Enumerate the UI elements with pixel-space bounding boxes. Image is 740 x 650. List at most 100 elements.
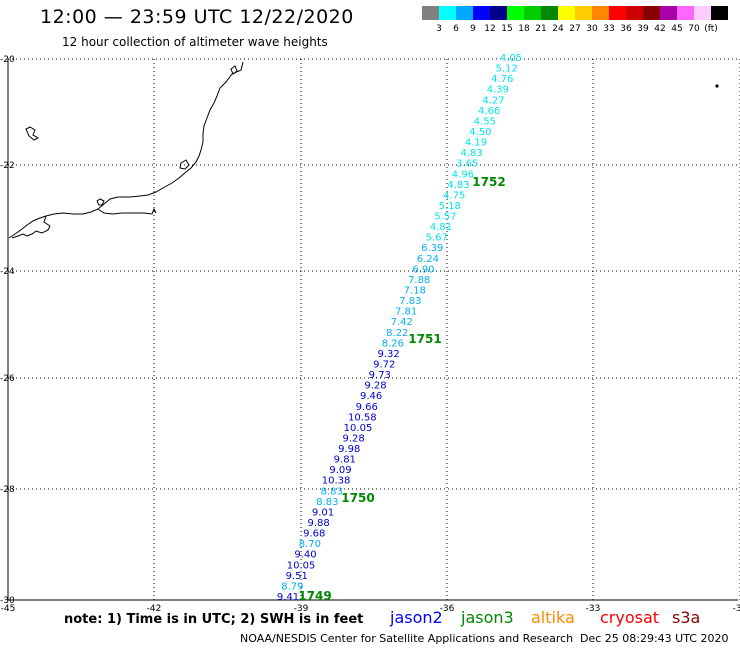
wave-height-point: 9.28 [364, 381, 386, 392]
legend-label: 33 [603, 24, 615, 34]
wave-height-point: 4.83 [447, 180, 469, 191]
satellite-jason2: jason2 [390, 608, 443, 627]
legend-swatch [439, 6, 456, 20]
wave-height-point: 7.42 [391, 317, 413, 328]
pass-time-label: 1749 [298, 589, 331, 603]
legend-swatch [422, 6, 439, 20]
wave-height-point: 7.88 [408, 275, 430, 286]
coastline-bay [11, 215, 51, 239]
lon-tick-label: -42 [147, 604, 162, 614]
pass-time-label: 1751 [408, 332, 441, 346]
pass-time-label: 1752 [472, 175, 505, 189]
satellite-altika: altika [531, 608, 575, 627]
wave-height-point: 3.65 [456, 159, 478, 170]
wave-height-point: 9.40 [294, 550, 316, 561]
wave-height-point: 8.70 [299, 539, 321, 550]
wave-height-point: 5.67 [426, 233, 448, 244]
lon-tick-label: -36 [440, 604, 455, 614]
lon-tick-label: -39 [294, 604, 309, 614]
wave-height-point: 4.81 [430, 222, 452, 233]
wave-height-point: 9.46 [360, 391, 382, 402]
legend-swatch [677, 6, 694, 20]
lat-tick-label: -20 [0, 55, 15, 65]
wave-height-point: 9.28 [342, 434, 364, 445]
lon-tick-label: -33 [586, 604, 601, 614]
wave-height-point: 10.38 [322, 476, 351, 487]
legend-swatch [575, 6, 592, 20]
wave-height-point: 10.05 [287, 560, 316, 571]
lat-tick-label: -26 [0, 374, 15, 384]
legend-swatch [711, 6, 728, 20]
wave-height-point: 8.26 [382, 338, 404, 349]
altimeter-track: 4.055.124.764.394.274.664.554.504.194.83… [277, 53, 522, 603]
wave-height-point: 4.76 [491, 74, 513, 85]
legend-swatch [541, 6, 558, 20]
legend-swatch [558, 6, 575, 20]
wave-height-point: 4.83 [460, 148, 482, 159]
wave-height-point: 5.12 [495, 64, 517, 75]
wave-height-point: 9.66 [356, 402, 378, 413]
wave-height-point: 9.41 [277, 592, 299, 603]
wave-height-point: 9.73 [369, 370, 391, 381]
lat-tick-label: -22 [0, 161, 15, 171]
map-subtitle: 12 hour collection of altimeter wave hei… [62, 35, 328, 49]
wave-height-point: 4.27 [482, 95, 504, 106]
legend-label: 18 [518, 24, 530, 34]
wave-height-point: 5.18 [439, 201, 461, 212]
wave-height-point: 4.75 [443, 190, 465, 201]
satellite-cryosat: cryosat [600, 608, 660, 627]
coastline-mainland [8, 61, 244, 239]
wave-height-point: 9.01 [312, 508, 334, 519]
legend-label: 27 [569, 24, 581, 34]
wave-height-point: 6.90 [412, 264, 434, 275]
legend-label: (ft) [704, 24, 718, 34]
wave-height-point: 4.19 [465, 138, 487, 149]
wave-height-point: 9.32 [377, 349, 399, 360]
legend-label: 15 [501, 24, 513, 34]
satellite-s3a: s3a [672, 608, 701, 627]
island-a [25, 126, 40, 141]
timestamp: Dec 25 08:29:43 UTC 2020 [580, 632, 729, 645]
lon-tick-label: -45 [1, 604, 16, 614]
lon-tick-label: -30 [733, 604, 740, 614]
legend-label: 9 [470, 24, 476, 34]
wave-height-point: 4.55 [474, 116, 496, 127]
wave-height-point: 8.79 [281, 581, 303, 592]
wave-height-point: 7.83 [399, 296, 421, 307]
legend-label: 70 [688, 24, 700, 34]
island-b [179, 159, 190, 170]
legend-swatch [609, 6, 626, 20]
legend-label: 42 [654, 24, 666, 34]
map-title: 12:00 — 23:59 UTC 12/22/2020 [40, 6, 354, 28]
wave-height-point: 10.58 [348, 412, 377, 423]
wave-height-point: 9.68 [303, 529, 325, 540]
coastline [8, 61, 719, 239]
legend-label: 21 [535, 24, 547, 34]
wave-height-point: 5.57 [434, 212, 456, 223]
wave-height-point: 9.98 [338, 444, 360, 455]
legend-swatch [643, 6, 660, 20]
legend-swatch [694, 6, 711, 20]
wave-height-point: 9.88 [307, 518, 329, 529]
lat-tick-label: -30 [0, 596, 15, 606]
wave-height-point: 6.39 [421, 243, 443, 254]
legend-label: 30 [586, 24, 598, 34]
legend-label: 36 [620, 24, 632, 34]
wave-height-point: 9.81 [334, 455, 356, 466]
island-c [230, 65, 238, 75]
lat-tick-label: -28 [0, 485, 15, 495]
legend-swatch [660, 6, 677, 20]
pass-time-label: 1750 [341, 491, 374, 505]
wave-height-point: 7.18 [404, 286, 426, 297]
legend-label: 3 [436, 24, 442, 34]
legend-label: 24 [552, 24, 564, 34]
wave-height-point: 8.83 [316, 497, 338, 508]
lat-lon-grid: -45 -42 -39 -36 -33 -30 -20 -22 -24 -26 -28 -30 [0, 55, 740, 614]
legend-label: 6 [453, 24, 459, 34]
legend-label: 45 [671, 24, 683, 34]
island-dot [715, 84, 719, 88]
wave-height-point: 4.66 [478, 106, 500, 117]
satellite-jason3: jason3 [461, 608, 514, 627]
legend-swatch [473, 6, 490, 20]
